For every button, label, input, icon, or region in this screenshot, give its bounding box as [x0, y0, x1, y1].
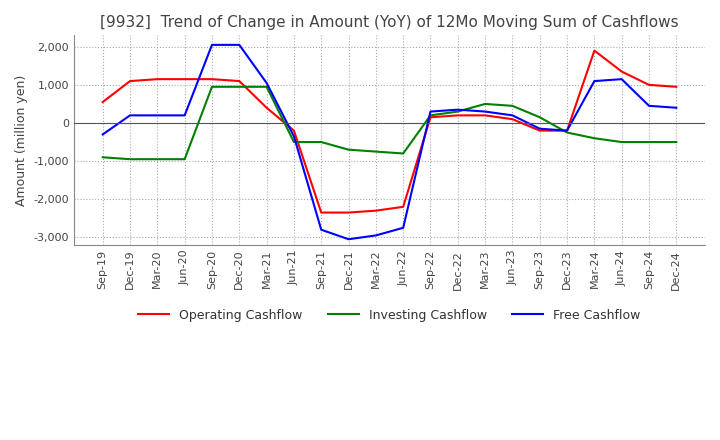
Investing Cashflow — [617, 139, 626, 145]
Investing Cashflow — [644, 139, 653, 145]
Free Cashflow — [372, 233, 380, 238]
Operating Cashflow — [617, 69, 626, 74]
Free Cashflow — [426, 109, 435, 114]
Operating Cashflow — [235, 78, 243, 84]
Investing Cashflow — [99, 154, 107, 160]
Line: Operating Cashflow: Operating Cashflow — [103, 51, 676, 213]
Free Cashflow — [563, 128, 572, 133]
Operating Cashflow — [590, 48, 599, 53]
Operating Cashflow — [207, 77, 216, 82]
Operating Cashflow — [99, 99, 107, 105]
Operating Cashflow — [126, 78, 135, 84]
Free Cashflow — [180, 113, 189, 118]
Operating Cashflow — [399, 204, 408, 209]
Operating Cashflow — [289, 128, 298, 133]
Investing Cashflow — [126, 157, 135, 162]
Investing Cashflow — [426, 113, 435, 118]
Operating Cashflow — [426, 115, 435, 120]
Investing Cashflow — [590, 136, 599, 141]
Investing Cashflow — [372, 149, 380, 154]
Free Cashflow — [454, 107, 462, 112]
Operating Cashflow — [317, 210, 325, 215]
Free Cashflow — [317, 227, 325, 232]
Operating Cashflow — [672, 84, 680, 89]
Free Cashflow — [617, 77, 626, 82]
Investing Cashflow — [317, 139, 325, 145]
Investing Cashflow — [153, 157, 162, 162]
Free Cashflow — [481, 109, 490, 114]
Investing Cashflow — [262, 84, 271, 89]
Free Cashflow — [207, 42, 216, 48]
Operating Cashflow — [536, 128, 544, 133]
Free Cashflow — [153, 113, 162, 118]
Free Cashflow — [99, 132, 107, 137]
Operating Cashflow — [372, 208, 380, 213]
Operating Cashflow — [508, 117, 517, 122]
Operating Cashflow — [481, 113, 490, 118]
Investing Cashflow — [207, 84, 216, 89]
Investing Cashflow — [672, 139, 680, 145]
Investing Cashflow — [180, 157, 189, 162]
Free Cashflow — [644, 103, 653, 109]
Investing Cashflow — [399, 151, 408, 156]
Line: Investing Cashflow: Investing Cashflow — [103, 87, 676, 159]
Free Cashflow — [235, 42, 243, 48]
Investing Cashflow — [508, 103, 517, 109]
Free Cashflow — [344, 237, 353, 242]
Operating Cashflow — [563, 128, 572, 133]
Investing Cashflow — [563, 130, 572, 135]
Free Cashflow — [672, 105, 680, 110]
Investing Cashflow — [536, 115, 544, 120]
Operating Cashflow — [454, 113, 462, 118]
Operating Cashflow — [153, 77, 162, 82]
Free Cashflow — [262, 81, 271, 86]
Investing Cashflow — [454, 109, 462, 114]
Free Cashflow — [126, 113, 135, 118]
Free Cashflow — [536, 126, 544, 132]
Free Cashflow — [590, 78, 599, 84]
Operating Cashflow — [644, 82, 653, 88]
Y-axis label: Amount (million yen): Amount (million yen) — [15, 74, 28, 206]
Operating Cashflow — [180, 77, 189, 82]
Free Cashflow — [508, 113, 517, 118]
Operating Cashflow — [344, 210, 353, 215]
Free Cashflow — [289, 134, 298, 139]
Title: [9932]  Trend of Change in Amount (YoY) of 12Mo Moving Sum of Cashflows: [9932] Trend of Change in Amount (YoY) o… — [100, 15, 679, 30]
Investing Cashflow — [344, 147, 353, 152]
Investing Cashflow — [235, 84, 243, 89]
Operating Cashflow — [262, 105, 271, 110]
Legend: Operating Cashflow, Investing Cashflow, Free Cashflow: Operating Cashflow, Investing Cashflow, … — [133, 304, 646, 327]
Free Cashflow — [399, 225, 408, 231]
Investing Cashflow — [481, 101, 490, 106]
Line: Free Cashflow: Free Cashflow — [103, 45, 676, 239]
Investing Cashflow — [289, 139, 298, 145]
